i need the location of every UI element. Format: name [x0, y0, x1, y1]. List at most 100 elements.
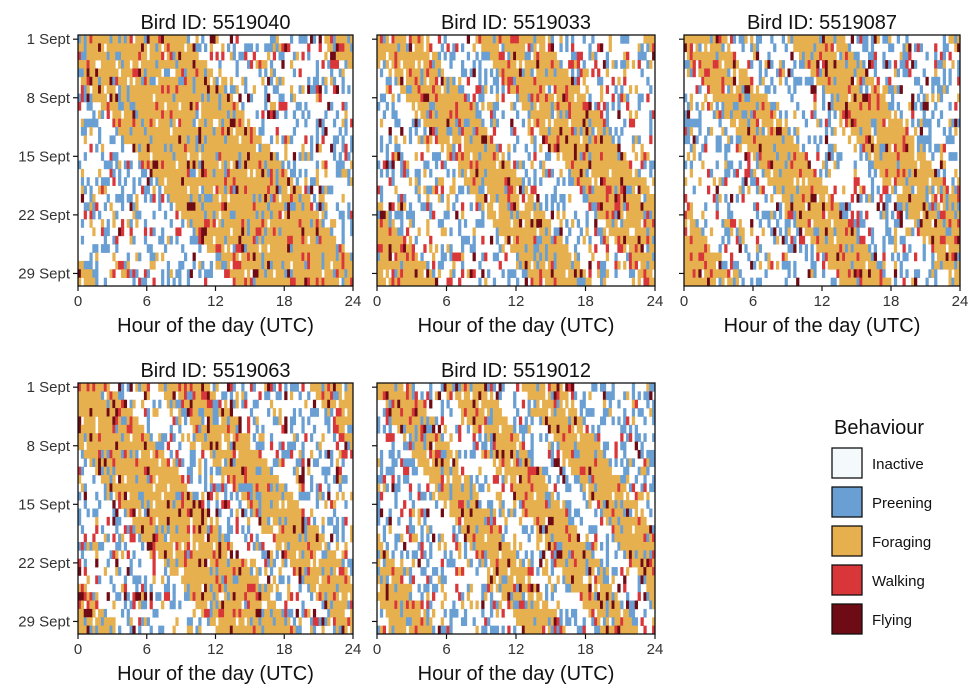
heatmap-cell: [478, 202, 482, 212]
heatmap-cell: [847, 51, 852, 61]
heatmap-cell: [753, 93, 757, 103]
heatmap-cell: [158, 168, 162, 178]
heatmap-cell: [770, 160, 774, 170]
heatmap-cell: [579, 118, 583, 128]
heatmap-cell: [646, 202, 650, 212]
heatmap-cell: [183, 60, 188, 69]
heatmap-cell: [799, 168, 803, 178]
heatmap-cell: [98, 76, 102, 86]
heatmap-cell: [591, 160, 595, 170]
heatmap-cell: [341, 235, 345, 245]
heatmap-cell: [816, 202, 820, 212]
heatmap-cell: [899, 143, 903, 153]
heatmap-cell: [469, 101, 473, 111]
heatmap-cell: [686, 210, 691, 220]
heatmap-cell: [518, 68, 523, 78]
heatmap-cell: [919, 118, 923, 128]
heatmap-cell: [238, 235, 242, 245]
heatmap-cell: [527, 260, 531, 270]
heatmap-cell: [120, 260, 125, 270]
heatmap-cell: [218, 68, 222, 78]
heatmap-cell: [784, 76, 788, 86]
heatmap-cell: [856, 68, 860, 78]
heatmap-cell: [755, 93, 760, 103]
heatmap-cell: [939, 110, 944, 120]
heatmap-cell: [312, 76, 317, 86]
heatmap-cell: [951, 202, 955, 212]
heatmap-cell: [394, 152, 398, 161]
heatmap-cell: [172, 43, 176, 53]
heatmap-cell: [123, 35, 128, 44]
heatmap-cell: [547, 252, 552, 262]
heatmap-cell: [778, 152, 783, 161]
heatmap-cell: [824, 43, 829, 53]
heatmap-cell: [195, 193, 199, 203]
heatmap-cell: [773, 177, 777, 186]
heatmap-cell: [544, 51, 549, 61]
heatmap-cell: [850, 118, 854, 128]
heatmap-cell: [466, 269, 471, 278]
heatmap-cell: [565, 76, 569, 86]
heatmap-cell: [287, 193, 291, 203]
heatmap-cell: [727, 60, 731, 69]
heatmap-cell: [80, 260, 85, 270]
heatmap-cell: [527, 152, 531, 161]
heatmap-cell: [304, 260, 308, 270]
heatmap-cell: [776, 185, 780, 195]
heatmap-cell: [321, 277, 325, 287]
heatmap-cell: [295, 101, 299, 111]
heatmap-cell: [149, 76, 153, 86]
heatmap-cell: [434, 68, 439, 78]
heatmap-cell: [542, 235, 546, 245]
heatmap-cell: [209, 93, 213, 103]
heatmap-cell: [489, 185, 494, 195]
heatmap-cell: [272, 193, 276, 203]
heatmap-cell: [845, 68, 849, 78]
heatmap-cell: [712, 85, 716, 94]
heatmap-cell: [573, 152, 578, 161]
heatmap-cell: [232, 118, 236, 128]
heatmap-cell: [143, 43, 148, 53]
heatmap-cell: [911, 60, 915, 69]
heatmap-cell: [790, 177, 794, 186]
heatmap-cell: [588, 118, 592, 128]
heatmap-cell: [469, 168, 473, 178]
heatmap-cell: [169, 152, 173, 161]
heatmap-cell: [510, 51, 514, 61]
heatmap-cell: [192, 118, 196, 128]
heatmap-cell: [576, 118, 581, 128]
heatmap-cell: [617, 202, 621, 212]
heatmap-cell: [175, 101, 179, 111]
heatmap-cell: [945, 185, 949, 195]
heatmap-cell: [241, 51, 245, 61]
heatmap-cell: [916, 193, 921, 203]
heatmap-cell: [842, 93, 846, 103]
heatmap-cell: [310, 143, 314, 153]
heatmap-cell: [169, 160, 173, 170]
heatmap-cell: [278, 252, 282, 262]
heatmap-cell: [634, 252, 638, 262]
heatmap-cell: [86, 60, 90, 69]
heatmap-cell: [755, 160, 760, 170]
heatmap-cell: [518, 76, 523, 86]
heatmap-cell: [727, 210, 731, 220]
heatmap-cell: [870, 118, 875, 128]
heatmap-cell: [544, 76, 549, 86]
heatmap-cell: [287, 202, 291, 212]
heatmap-cell: [914, 160, 918, 170]
heatmap-cell: [463, 93, 468, 103]
heatmap-cell: [556, 260, 560, 270]
heatmap-cell: [922, 118, 926, 128]
heatmap-cell: [452, 118, 456, 128]
heatmap-cell: [507, 85, 511, 94]
heatmap-cell: [229, 143, 234, 153]
heatmap-cell: [335, 35, 340, 44]
heatmap-cell: [135, 101, 139, 111]
heatmap-cell: [120, 135, 125, 145]
heatmap-cell: [591, 110, 595, 120]
heatmap-cell: [813, 68, 817, 78]
heatmap-cell: [934, 193, 938, 203]
heatmap-cell: [547, 269, 552, 278]
heatmap-cell: [585, 227, 589, 237]
heatmap-cell: [620, 60, 624, 69]
